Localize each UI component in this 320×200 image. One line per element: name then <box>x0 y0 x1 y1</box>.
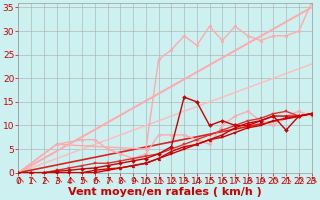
X-axis label: Vent moyen/en rafales ( km/h ): Vent moyen/en rafales ( km/h ) <box>68 187 262 197</box>
